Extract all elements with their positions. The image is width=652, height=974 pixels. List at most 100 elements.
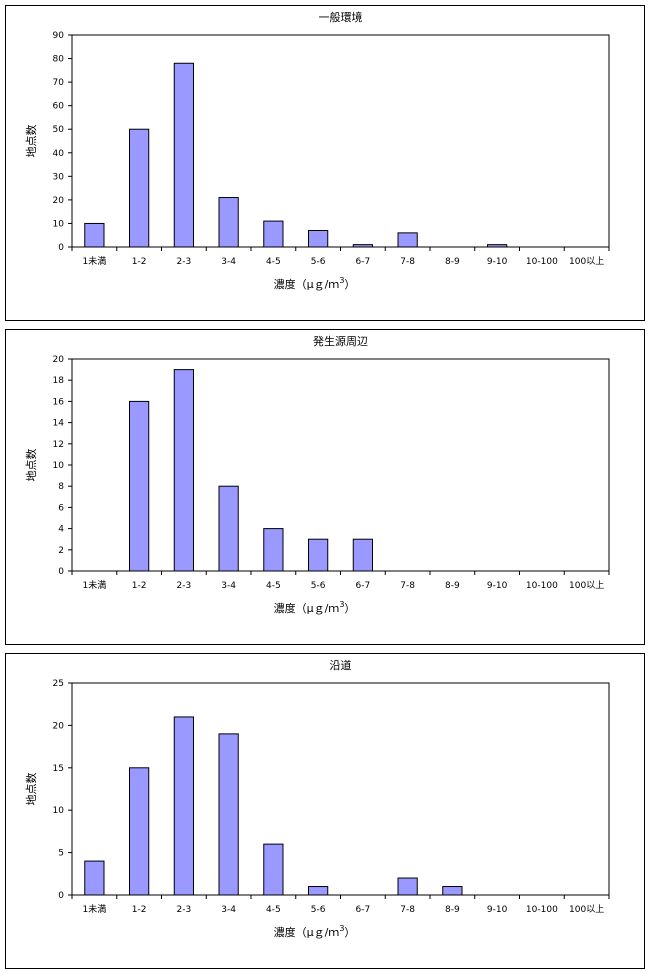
x-axis-label: 濃度（μｇ/ｍ3） <box>274 276 356 291</box>
chart-title: 一般環境 <box>319 10 363 24</box>
bar-8-9 <box>442 886 463 896</box>
x-tick-label: 1-2 <box>132 581 147 591</box>
x-tick-label: 10-100 <box>526 905 558 915</box>
x-tick-label: 4-5 <box>266 257 281 267</box>
y-tick-label: 16 <box>53 397 65 407</box>
x-tick-label: 2-3 <box>177 257 192 267</box>
chart-panel-general: 一般環境 0 10 20 30 40 50 60 70 80 90 1未満 1-2 2-3 3-4 4-5 5-… <box>5 5 645 321</box>
bar-9-10 <box>487 244 508 248</box>
y-tick-label: 20 <box>53 196 65 206</box>
y-tick-label: 40 <box>53 149 65 159</box>
y-tick-label: 0 <box>58 891 64 901</box>
y-tick-label: 60 <box>53 102 65 112</box>
x-tick-label: 100以上 <box>569 904 604 915</box>
bar-5-6 <box>308 538 329 572</box>
bar-2-3 <box>173 62 194 248</box>
y-tick-label: 0 <box>58 567 64 577</box>
bar-4-5 <box>263 843 284 896</box>
bar-4-5 <box>263 528 284 572</box>
x-tick-label: 9-10 <box>487 581 508 591</box>
x-tick-label: 6-7 <box>356 905 371 915</box>
x-tick-label: 3-4 <box>221 257 236 267</box>
x-tick-label: 100以上 <box>569 256 604 267</box>
x-tick-label: 7-8 <box>400 905 415 915</box>
y-tick-label: 6 <box>58 503 64 513</box>
x-tick-label: 9-10 <box>487 257 508 267</box>
y-tick-label: 2 <box>58 546 64 556</box>
bar-6-7 <box>352 244 373 248</box>
y-tick-label: 70 <box>53 78 65 88</box>
bar-1-2 <box>129 767 150 896</box>
x-tick-label: 1未満 <box>83 255 107 267</box>
y-tick-label: 80 <box>53 55 65 65</box>
bar-3-4 <box>218 733 239 896</box>
x-tick-label: 9-10 <box>487 905 508 915</box>
x-tick-label: 10-100 <box>526 581 558 591</box>
y-tick-label: 5 <box>58 849 64 859</box>
bar-5-6 <box>308 886 329 896</box>
bar-7-8 <box>397 232 418 248</box>
chart-panel-source: 発生源周辺 0 2 4 6 8 10 12 14 16 18 20 1未満 1-2 2-3 3-4 4-5 5-6… <box>5 329 645 645</box>
y-tick-label: 30 <box>53 172 65 182</box>
chart-title: 発生源周辺 <box>313 334 368 348</box>
bar-3-4 <box>218 197 239 248</box>
x-tick-label: 8-9 <box>445 581 460 591</box>
bar-4-5 <box>263 220 284 248</box>
bar-6-7 <box>352 538 373 572</box>
bar-7-8 <box>397 877 418 896</box>
x-tick-label: 100以上 <box>569 580 604 591</box>
x-tick-label: 8-9 <box>445 905 460 915</box>
y-axis-label: 地点数 <box>25 773 38 806</box>
bar-1未満 <box>84 860 105 896</box>
y-tick-label: 8 <box>58 482 64 492</box>
x-tick-label: 3-4 <box>221 581 236 591</box>
y-tick-label: 20 <box>53 355 65 365</box>
bar-1-2 <box>129 400 150 572</box>
x-tick-label: 3-4 <box>221 905 236 915</box>
y-tick-label: 50 <box>53 125 65 135</box>
x-tick-label: 5-6 <box>311 257 326 267</box>
x-tick-label: 2-3 <box>177 581 192 591</box>
chart-source: 発生源周辺 0 2 4 6 8 10 12 14 16 18 20 1未満 1-2 2-3 3-4 4-5 5-6… <box>25 334 610 615</box>
x-tick-label: 4-5 <box>266 905 281 915</box>
bar-3-4 <box>218 485 239 572</box>
bar-5-6 <box>308 230 329 248</box>
x-axis-label: 濃度（μｇ/ｍ3） <box>274 600 356 615</box>
x-tick-label: 6-7 <box>356 581 371 591</box>
x-tick-label: 7-8 <box>400 257 415 267</box>
chart-title: 沿道 <box>330 658 352 672</box>
plot-area <box>71 358 610 572</box>
y-tick-label: 20 <box>53 721 65 731</box>
y-axis-label: 地点数 <box>25 125 38 158</box>
x-tick-label: 1-2 <box>132 905 147 915</box>
y-tick-label: 12 <box>53 440 64 450</box>
x-tick-label: 4-5 <box>266 581 281 591</box>
y-tick-label: 25 <box>53 679 64 689</box>
x-tick-label: 6-7 <box>356 257 371 267</box>
x-tick-label: 1未満 <box>83 903 107 915</box>
x-tick-label: 5-6 <box>311 581 326 591</box>
y-tick-label: 10 <box>53 461 65 471</box>
bar-2-3 <box>173 369 194 572</box>
x-tick-label: 1未満 <box>83 579 107 591</box>
y-tick-label: 15 <box>53 764 64 774</box>
y-tick-label: 10 <box>53 806 65 816</box>
x-axis-label: 濃度（μｇ/ｍ3） <box>274 924 356 939</box>
x-tick-label: 5-6 <box>311 905 326 915</box>
y-tick-label: 0 <box>58 243 64 253</box>
bar-2-3 <box>173 716 194 896</box>
y-tick-label: 14 <box>53 419 65 429</box>
bar-1未満 <box>84 222 105 248</box>
x-tick-label: 8-9 <box>445 257 460 267</box>
plot-area <box>71 34 610 248</box>
y-tick-label: 18 <box>53 376 65 386</box>
y-tick-label: 90 <box>53 31 65 41</box>
x-tick-label: 1-2 <box>132 257 147 267</box>
x-tick-label: 2-3 <box>177 905 192 915</box>
y-tick-label: 4 <box>58 525 64 535</box>
bar-1-2 <box>129 128 150 248</box>
chart-panel-roadside: 沿道 0 5 10 15 20 25 1未満 1-2 2-3 3-4 4-5 5-6 6-7 7-8 8-9 9… <box>5 653 645 969</box>
chart-roadside: 沿道 0 5 10 15 20 25 1未満 1-2 2-3 3-4 4-5 5-6 6-7 7-8 8-9 9… <box>25 658 610 939</box>
plot-area <box>71 682 610 896</box>
x-tick-label: 7-8 <box>400 581 415 591</box>
